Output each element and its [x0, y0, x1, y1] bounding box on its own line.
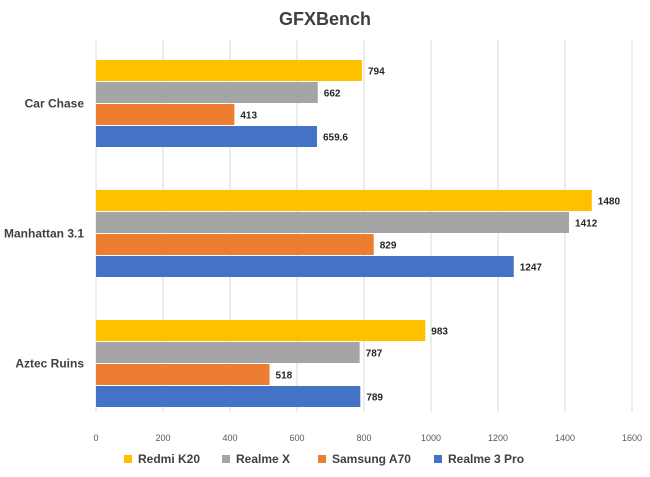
bar-redmi-k20 [96, 60, 362, 81]
x-tick-label: 400 [222, 433, 237, 443]
legend-swatch [434, 455, 442, 463]
category-label: Manhattan 3.1 [4, 227, 84, 241]
data-label: 1480 [598, 197, 621, 208]
x-tick-label: 1600 [622, 433, 642, 443]
bar-samsung-a70 [96, 364, 270, 385]
data-label: 659.6 [323, 133, 348, 144]
x-axis-ticks: 0 200 400 600 800 1000 1200 1400 1600 [93, 433, 642, 443]
x-tick-label: 600 [289, 433, 304, 443]
bar-redmi-k20 [96, 190, 592, 211]
bar-realme-3-pro [96, 386, 361, 407]
bar-realme-x [96, 82, 318, 103]
chart-title: GFXBench [279, 9, 371, 29]
bar-redmi-k20 [96, 320, 426, 341]
x-tick-label: 1400 [555, 433, 575, 443]
data-label: 413 [240, 111, 257, 122]
category-label: Aztec Ruins [15, 357, 84, 371]
legend-swatch [318, 455, 326, 463]
data-label: 829 [380, 241, 397, 252]
bar-samsung-a70 [96, 234, 374, 255]
bar-realme-x [96, 212, 570, 233]
data-label: 983 [431, 327, 448, 338]
data-label: 1412 [575, 219, 598, 230]
x-tick-label: 0 [93, 433, 98, 443]
data-label: 662 [324, 89, 341, 100]
data-label: 787 [366, 349, 383, 360]
bar-samsung-a70 [96, 104, 235, 125]
category-labels: Car Chase Manhattan 3.1 Aztec Ruins [4, 97, 84, 371]
category-label: Car Chase [25, 97, 85, 111]
legend-swatch [222, 455, 230, 463]
legend-swatch [124, 455, 132, 463]
x-tick-label: 800 [356, 433, 371, 443]
x-tick-label: 200 [155, 433, 170, 443]
bars [96, 60, 592, 407]
legend-label: Redmi K20 [138, 452, 200, 466]
bar-realme-3-pro [96, 256, 514, 277]
legend-label: Realme 3 Pro [448, 452, 524, 466]
bar-realme-x [96, 342, 360, 363]
legend-label: Realme X [236, 452, 290, 466]
legend: Redmi K20 Realme X Samsung A70 Realme 3 Pro [124, 452, 524, 466]
data-label: 789 [366, 393, 383, 404]
data-label: 1247 [520, 263, 543, 274]
data-label: 794 [368, 67, 385, 78]
bar-realme-3-pro [96, 126, 317, 147]
x-tick-label: 1000 [421, 433, 441, 443]
legend-label: Samsung A70 [332, 452, 411, 466]
x-tick-label: 1200 [488, 433, 508, 443]
data-label: 518 [276, 371, 293, 382]
